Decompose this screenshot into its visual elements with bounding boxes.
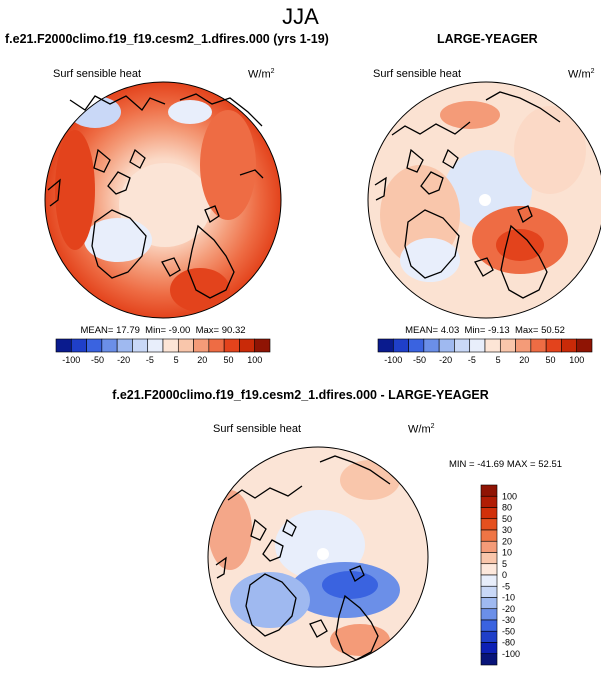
left-units-label: W/m2 bbox=[248, 68, 275, 81]
right-units-label: W/m2 bbox=[568, 68, 595, 81]
bottom-colorbar-swatch bbox=[480, 518, 498, 531]
right-stats: MEAN= 4.03 Min= -9.13 Max= 50.52 bbox=[405, 325, 565, 336]
bottom-colorbar-swatch bbox=[480, 495, 498, 508]
bottom-colorbar-tick-label: -50 bbox=[502, 626, 515, 636]
left-warm-siberia bbox=[200, 110, 256, 220]
bottom-coastlines bbox=[215, 455, 391, 661]
bottom-colorbar-tick-label: 100 bbox=[502, 491, 517, 501]
bottom-pole-hole bbox=[317, 548, 329, 560]
right-colorbar-tick-label: 5 bbox=[496, 355, 501, 365]
bottom-colorbar-tick-label: -100 bbox=[502, 649, 520, 659]
left-colorbar-tick-label: 100 bbox=[247, 355, 262, 365]
left-colorbar-tick-label: -50 bbox=[91, 355, 104, 365]
left-warm-europe bbox=[170, 268, 230, 312]
bottom-colorbar-swatch bbox=[480, 653, 498, 666]
right-colorbar-tick-label: 100 bbox=[569, 355, 584, 365]
bottom-warm-europe bbox=[330, 624, 390, 656]
left-colorbar-tick-label: -100 bbox=[62, 355, 80, 365]
right-variable-label: Surf sensible heat bbox=[373, 68, 462, 80]
bottom-colorbar-swatch bbox=[480, 619, 498, 632]
bottom-colorbar-tick-label: 80 bbox=[502, 503, 512, 513]
bottom-colorbar-tick-label: 5 bbox=[502, 559, 507, 569]
left-coastlines bbox=[47, 93, 264, 299]
bottom-cool-core bbox=[322, 571, 378, 599]
left-map-border bbox=[44, 81, 282, 319]
right-colorbar-tick-label: -5 bbox=[468, 355, 476, 365]
bottom-colorbar-swatch bbox=[480, 563, 498, 576]
bottom-colorbar-tick-label: 50 bbox=[502, 514, 512, 524]
right-colorbar-swatch bbox=[576, 338, 593, 353]
left-colorbar-swatch bbox=[254, 338, 271, 353]
left-warm-america bbox=[55, 130, 95, 250]
bottom-panel-title: f.e21.F2000climo.f19_f19.cesm2_1.dfires.… bbox=[112, 388, 489, 402]
bottom-colorbar-swatch bbox=[480, 574, 498, 587]
bottom-colorbar-swatch bbox=[480, 597, 498, 610]
bottom-colorbar-tick-label: -20 bbox=[502, 604, 515, 614]
bottom-colorbar-tick-label: 10 bbox=[502, 548, 512, 558]
bottom-colorbar-swatch bbox=[480, 484, 498, 497]
right-pole-hole bbox=[479, 194, 491, 206]
page-title: JJA bbox=[282, 4, 319, 29]
left-colorbar-tick-label: -20 bbox=[117, 355, 130, 365]
left-colorbar-tick-label: -5 bbox=[146, 355, 154, 365]
right-cool-atlantic bbox=[400, 238, 460, 282]
right-colorbar-tick-label: -20 bbox=[439, 355, 452, 365]
bottom-colorbar-swatch bbox=[480, 507, 498, 520]
right-colorbar-tick-label: -100 bbox=[384, 355, 402, 365]
bottom-colorbar-tick-label: -80 bbox=[502, 638, 515, 648]
bottom-colorbar-tick-label: 0 bbox=[502, 570, 507, 580]
bottom-colorbar-swatch bbox=[480, 585, 498, 598]
left-panel-title: f.e21.F2000climo.f19_f19.cesm2_1.dfires.… bbox=[5, 32, 329, 46]
bottom-colorbar-tick-label: -10 bbox=[502, 593, 515, 603]
bottom-units-label: W/m2 bbox=[408, 423, 435, 436]
bottom-colorbar-tick-label: 20 bbox=[502, 536, 512, 546]
right-warm-north bbox=[440, 101, 500, 129]
bottom-colorbar-tick-label: -5 bbox=[502, 581, 510, 591]
bottom-colorbar-swatch bbox=[480, 540, 498, 553]
left-cool-patch-2 bbox=[168, 100, 212, 124]
left-colorbar-tick-label: 5 bbox=[174, 355, 179, 365]
bottom-colorbar-swatch bbox=[480, 552, 498, 565]
bottom-stats: MIN = -41.69 MAX = 52.51 bbox=[449, 459, 563, 470]
right-panel-title: LARGE-YEAGER bbox=[437, 32, 538, 46]
bottom-colorbar-swatch bbox=[480, 642, 498, 655]
bottom-colorbar-swatch bbox=[480, 630, 498, 643]
right-colorbar-tick-label: -50 bbox=[413, 355, 426, 365]
bottom-variable-label: Surf sensible heat bbox=[213, 423, 302, 435]
left-greenland-field bbox=[84, 218, 152, 262]
right-coastlines bbox=[374, 91, 561, 299]
right-map-border bbox=[367, 81, 601, 319]
bottom-colorbar-tick-label: 30 bbox=[502, 525, 512, 535]
left-colorbar-tick-label: 50 bbox=[224, 355, 234, 365]
left-variable-label: Surf sensible heat bbox=[53, 68, 142, 80]
bottom-colorbar-tick-label: -30 bbox=[502, 615, 515, 625]
right-warm-east bbox=[514, 106, 586, 194]
bottom-colorbar-swatch bbox=[480, 529, 498, 542]
left-stats: MEAN= 17.79 Min= -9.00 Max= 90.32 bbox=[80, 325, 246, 336]
left-colorbar-tick-label: 20 bbox=[197, 355, 207, 365]
right-colorbar-tick-label: 20 bbox=[519, 355, 529, 365]
bottom-colorbar-swatch bbox=[480, 608, 498, 621]
bottom-map-border bbox=[207, 446, 429, 668]
right-colorbar-tick-label: 50 bbox=[546, 355, 556, 365]
